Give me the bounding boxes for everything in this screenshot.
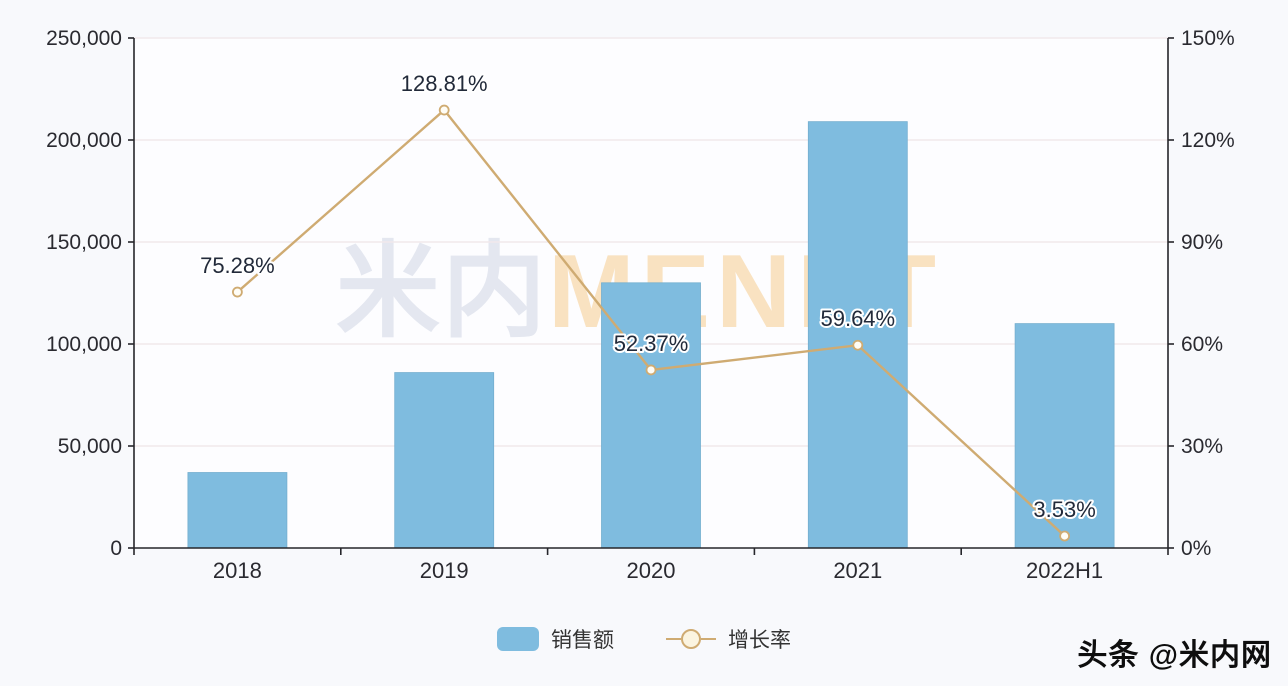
left-axis-tick-label: 100,000 (46, 333, 122, 356)
branding-text: 头条 @米内网 (1077, 639, 1272, 672)
left-axis-tick-label: 50,000 (58, 435, 122, 458)
chart-legend: 销售额 增长率 (0, 618, 1288, 660)
line-marker-2020 (645, 364, 657, 376)
bar-series-swatch-icon (497, 627, 539, 651)
bar-2020 (601, 282, 701, 549)
sales-growth-combo-chart: 0 0% 50,000 30% 100,000 60% 150,000 90% 200,000 1… (46, 27, 1235, 583)
x-axis-label-2022H1: 2022H1 (1026, 558, 1103, 583)
legend-label-growth: 增长率 (728, 629, 791, 652)
left-axis-tick-label: 250,000 (46, 27, 122, 50)
legend-item-sales[interactable]: 销售额 (497, 624, 614, 654)
line-series-marker-icon (666, 629, 716, 649)
line-marker-2022H1 (1059, 530, 1070, 542)
right-axis-tick-label: 90% (1181, 231, 1223, 254)
right-axis-tick-label: 60% (1181, 333, 1223, 356)
left-axis-tick-label: 150,000 (46, 231, 122, 254)
data-label-2022H1: 3.53% (1033, 497, 1095, 522)
line-marker-2019 (438, 104, 450, 116)
left-axis-tick-label: 0 (110, 537, 122, 560)
right-axis-tick-label: 150% (1181, 27, 1235, 50)
bar-2019 (394, 372, 495, 549)
right-axis-tick-label: 30% (1181, 435, 1223, 458)
data-label-2018: 75.28% (200, 253, 275, 278)
data-label-2021: 59.64% (820, 306, 895, 331)
left-axis-tick-label: 200,000 (46, 129, 122, 152)
line-marker-2018 (231, 286, 243, 298)
legend-label-sales: 销售额 (551, 629, 614, 652)
line-marker-2021 (852, 339, 864, 351)
bar-2021 (807, 121, 908, 549)
legend-item-growth[interactable]: 增长率 (666, 624, 791, 654)
bar-2022H1 (1014, 323, 1115, 549)
bar-2018 (187, 472, 288, 549)
data-label-2019: 128.81% (401, 71, 488, 96)
right-axis-tick-label: 0% (1181, 537, 1211, 560)
x-axis-label-2018: 2018 (213, 558, 262, 583)
x-axis-label-2019: 2019 (420, 558, 469, 583)
data-label-2020: 52.37% (614, 331, 689, 356)
x-axis-label-2021: 2021 (833, 558, 882, 583)
right-axis-tick-label: 120% (1181, 129, 1235, 152)
x-axis-label-2020: 2020 (627, 558, 676, 583)
